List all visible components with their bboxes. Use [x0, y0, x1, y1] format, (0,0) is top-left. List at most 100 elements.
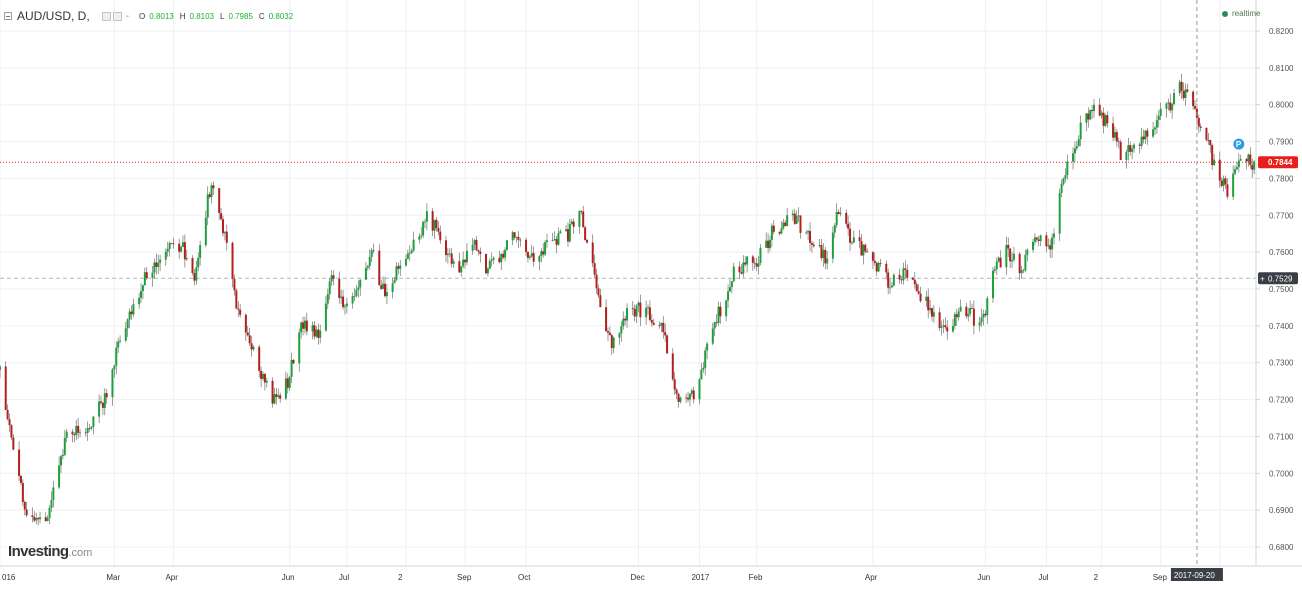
candle-body — [1018, 253, 1021, 274]
candle-body — [330, 275, 333, 282]
x-tick-label: Apr — [865, 573, 878, 582]
candle-body — [145, 272, 148, 278]
marker-circle — [1233, 138, 1245, 150]
candle-body — [942, 325, 945, 327]
candle-body — [128, 311, 131, 320]
logo-suffix: .com — [68, 547, 93, 559]
low-label: L — [219, 11, 225, 21]
candle-body — [995, 261, 998, 270]
candle-body — [231, 242, 234, 279]
candle-body — [1173, 93, 1176, 104]
candle-body — [702, 367, 705, 370]
candle-body — [225, 231, 228, 243]
candle-body — [370, 250, 373, 258]
candle-body — [1052, 233, 1055, 238]
candle-body — [791, 213, 794, 216]
candle-body — [263, 374, 266, 383]
candle-body — [359, 279, 362, 288]
candle-body — [1153, 127, 1156, 130]
candle-body — [100, 401, 103, 403]
candle-body — [246, 332, 249, 336]
y-tick-label: 0.7500 — [1269, 285, 1294, 294]
candle-body — [631, 307, 634, 309]
candle-body — [972, 308, 975, 326]
candle-body — [831, 232, 834, 259]
candle-body — [902, 268, 905, 281]
candle-body — [650, 320, 653, 323]
candle-body — [355, 289, 358, 297]
candle-body — [1144, 130, 1147, 140]
candle-body — [1125, 151, 1128, 161]
candle-body — [1222, 178, 1225, 186]
candle-body — [1049, 245, 1052, 250]
candle-body — [858, 237, 861, 242]
collapse-icon[interactable] — [4, 12, 12, 20]
candle-body — [39, 517, 42, 520]
candle-body — [8, 419, 11, 426]
candle-body — [927, 296, 930, 311]
candle-body — [1072, 153, 1075, 162]
candle-body — [591, 242, 594, 264]
candle-body — [265, 380, 268, 383]
candle-body — [1075, 146, 1078, 149]
candle-body — [757, 262, 760, 267]
candle-body — [738, 266, 741, 273]
candle-body — [71, 431, 74, 435]
candle-body — [1091, 109, 1094, 112]
candle-body — [475, 240, 478, 251]
candle-body — [570, 221, 573, 225]
candle-body — [357, 287, 360, 290]
candle-body — [103, 393, 106, 408]
candle-body — [1182, 90, 1185, 98]
candle-body — [462, 259, 465, 267]
candle-body — [372, 250, 375, 252]
candle-body — [368, 257, 371, 267]
candle-body — [233, 278, 236, 291]
candle-body — [218, 188, 221, 214]
candle-body — [566, 229, 569, 242]
candle-body — [178, 243, 181, 252]
candle-body — [662, 322, 665, 333]
candle-body — [679, 397, 682, 402]
candle-body — [875, 262, 878, 272]
y-tick-label: 0.7700 — [1269, 211, 1294, 220]
candle-body — [111, 369, 114, 398]
candle-body — [530, 253, 533, 257]
y-tick-label: 0.7400 — [1269, 322, 1294, 331]
candle-body — [1226, 184, 1229, 197]
candle-body — [673, 379, 676, 390]
candle-body — [1064, 175, 1067, 179]
candle-body — [338, 278, 341, 299]
candle-body — [332, 275, 335, 279]
candle-body — [313, 325, 316, 337]
candle-body — [565, 229, 568, 232]
settings-icon[interactable] — [101, 11, 111, 21]
candle-body — [580, 211, 583, 212]
legend-dash: - — [125, 10, 130, 22]
candle-body — [221, 219, 224, 234]
candle-body — [810, 242, 813, 245]
candle-body — [250, 343, 253, 350]
plus-icon: + — [1260, 274, 1265, 283]
candle-body — [525, 239, 528, 252]
candle-body — [986, 298, 989, 316]
candle-body — [151, 272, 154, 278]
y-tick-label: 0.8100 — [1269, 64, 1294, 73]
candle-body — [608, 332, 611, 336]
candle-body — [671, 353, 674, 380]
candle-body — [700, 369, 703, 380]
candle-body — [955, 314, 958, 318]
candle-body — [698, 379, 701, 400]
close-icon[interactable] — [112, 11, 122, 21]
candle-body — [904, 268, 907, 270]
candle-body — [319, 330, 322, 338]
candle-body — [235, 290, 238, 309]
candle-body — [744, 262, 747, 265]
candle-body — [793, 213, 796, 224]
candle-body — [1199, 126, 1202, 128]
candle-body — [1186, 89, 1189, 92]
candle-body — [302, 322, 305, 329]
candle-body — [446, 253, 449, 256]
